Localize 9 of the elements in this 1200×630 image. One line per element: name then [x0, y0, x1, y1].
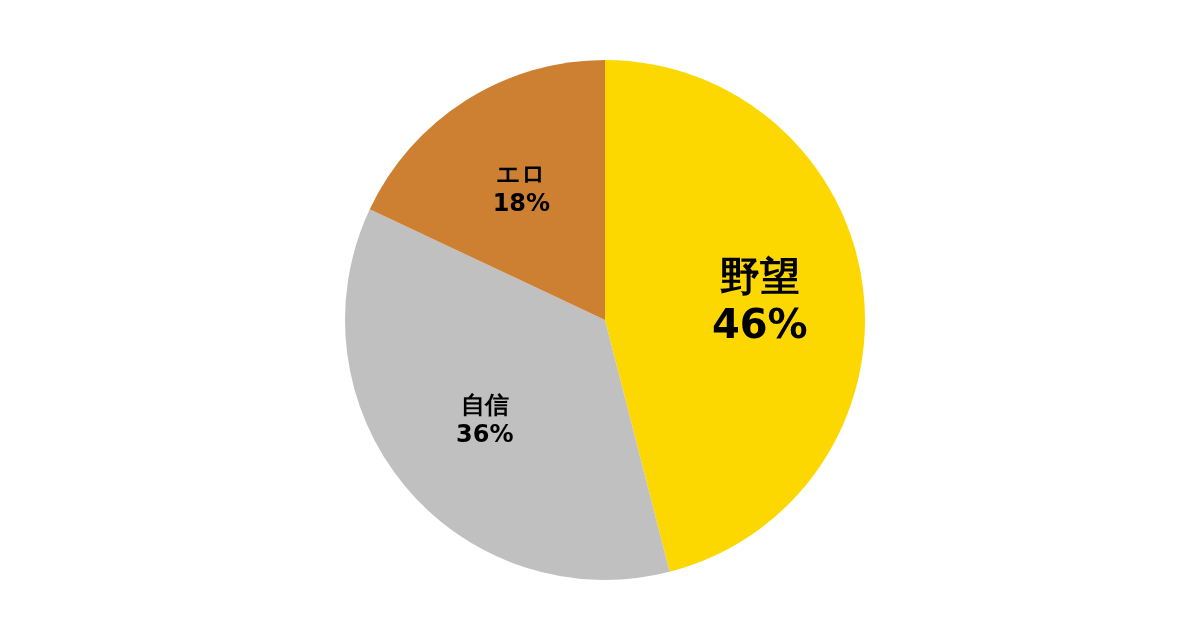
slice-label: エロ: [496, 160, 547, 189]
slice-label: 自信: [460, 391, 509, 420]
pie-slice: [369, 60, 605, 320]
pie-slice: [345, 209, 670, 580]
slice-label: 野望: [719, 253, 800, 300]
pie-slice: [605, 60, 865, 572]
data-label: 36%: [456, 420, 514, 449]
data-label: 18%: [492, 189, 551, 218]
data-label: 46%: [711, 301, 808, 348]
